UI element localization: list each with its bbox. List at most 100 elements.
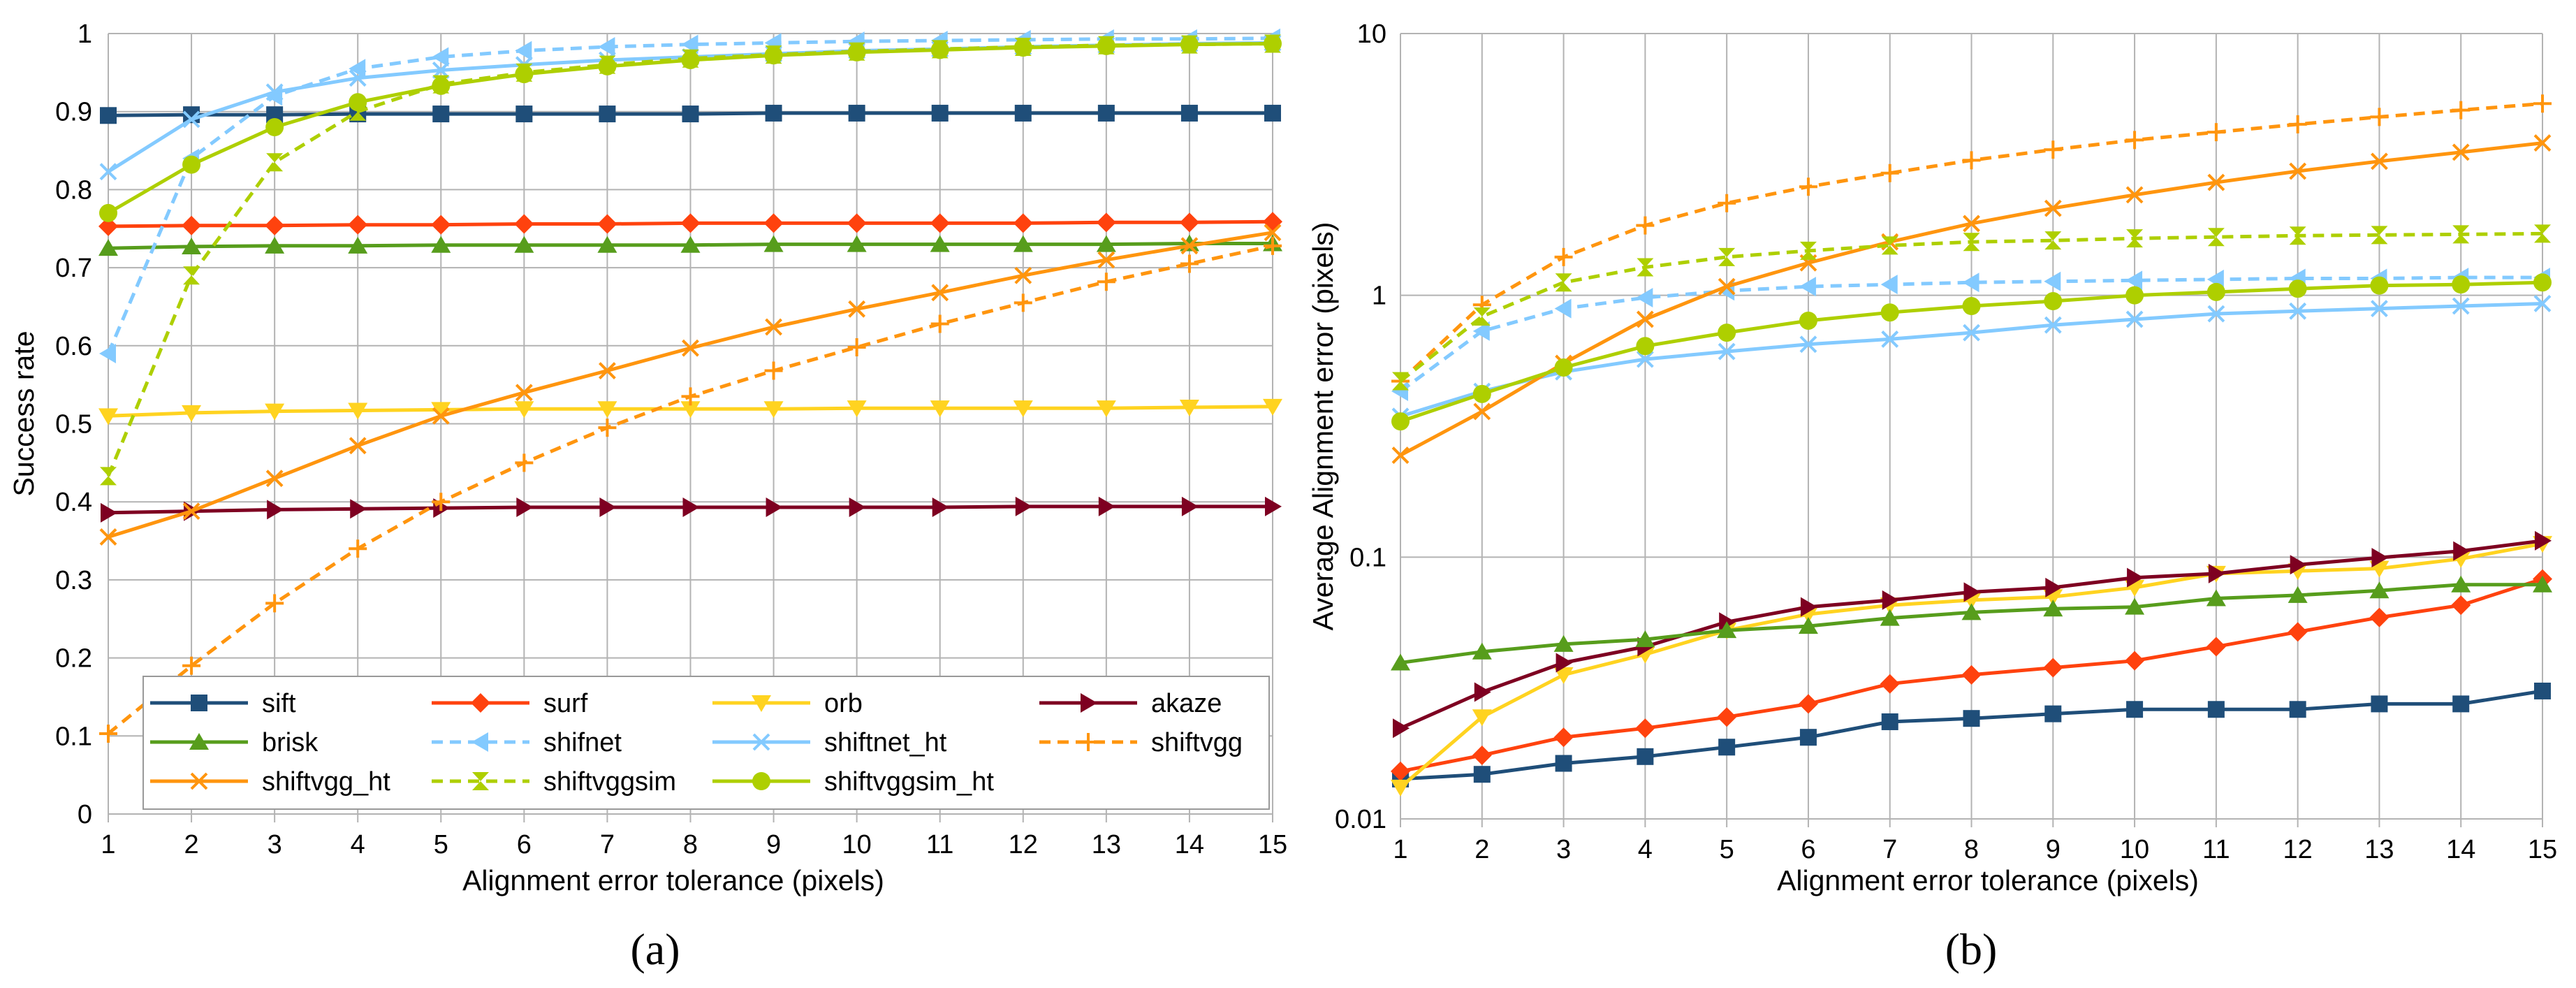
data-point-shiftvgg [182, 656, 201, 675]
legend-item-orb: orb [712, 689, 863, 718]
data-point-shiftnet_ht [1963, 324, 1980, 342]
data-point-shiftnet_ht [2533, 295, 2552, 312]
data-point-sift [765, 104, 782, 122]
y-tick-label: 0 [78, 800, 92, 829]
data-point-shiftvgg_ht [515, 384, 533, 402]
data-point-shiftvggsim_ht [2207, 282, 2225, 301]
data-point-sift [2371, 695, 2388, 713]
data-point-brisk [2288, 586, 2308, 603]
data-point-shiftvgg [2370, 108, 2389, 126]
data-point-sift [1963, 710, 1980, 727]
data-point-shiftvggsim_ht [515, 65, 534, 84]
data-point-shiftvgg_ht [1097, 251, 1115, 269]
legend-swatch-marker [471, 732, 488, 752]
legend-item-shiftvgg: shiftvgg [1039, 728, 1243, 757]
data-point-akaze [1265, 496, 1282, 516]
data-point-brisk [1472, 642, 1492, 660]
data-point-shiftvggsim_ht [2125, 286, 2144, 305]
data-point-shiftnet_ht [1799, 335, 1817, 354]
series-a [98, 28, 1282, 743]
data-point-surf [2451, 595, 2471, 616]
data-point-shiftvggsim [1392, 372, 1409, 391]
data-point-shiftvgg_ht [2452, 143, 2470, 161]
data-point-brisk [1961, 603, 1982, 620]
data-point-akaze [932, 497, 949, 518]
data-point-sift [1881, 713, 1898, 730]
data-point-shiftvggsim_ht [2452, 275, 2471, 294]
data-point-orb [1263, 398, 1282, 416]
y-axis-label-a: Success rate [8, 331, 40, 497]
legend-swatch-marker [1081, 693, 1097, 713]
data-point-shiftvgg [681, 387, 700, 406]
data-point-shiftvggsim [2534, 224, 2551, 243]
data-point-shiftvgg [930, 314, 949, 333]
data-point-shiftnet_ht [2207, 305, 2225, 323]
legend-swatch-marker [752, 695, 771, 712]
data-point-brisk [1391, 653, 1410, 671]
data-point-brisk [680, 235, 701, 253]
data-point-surf [1553, 727, 1574, 748]
x-tick-label: 8 [683, 830, 698, 859]
x-tick-label: 11 [926, 830, 953, 859]
data-point-shiftvggsim [1555, 273, 1572, 292]
data-point-shiftvggsim_ht [1264, 34, 1282, 53]
x-axis-label-a: Alignment error tolerance (pixels) [462, 864, 884, 896]
x-tick-label: 1 [1393, 835, 1407, 864]
x-tick-label: 7 [1882, 835, 1897, 864]
legend-swatch-marker [189, 733, 209, 750]
data-point-orb [1179, 400, 1199, 417]
legend-label: orb [824, 689, 863, 718]
data-point-akaze [1015, 496, 1032, 516]
data-point-shiftvgg [1554, 247, 1573, 266]
data-point-shiftvgg [99, 724, 117, 743]
data-point-sift [2289, 701, 2306, 718]
data-point-shiftvggsim_ht [2044, 292, 2063, 311]
x-tick-label: 14 [2446, 835, 2475, 864]
data-point-surf [2125, 651, 2145, 671]
data-point-orb [265, 403, 285, 421]
data-point-orb [1013, 400, 1033, 418]
data-point-surf [514, 214, 534, 234]
data-point-akaze [1882, 590, 1899, 610]
x-tick-label: 4 [351, 830, 365, 859]
x-tick-label: 5 [434, 830, 448, 859]
data-point-shifnet [1880, 275, 1898, 295]
legend-label: surf [543, 689, 588, 718]
data-point-shiftvggsim [2207, 228, 2225, 247]
data-point-sift [2126, 701, 2144, 718]
data-point-shiftvgg_ht [1391, 446, 1410, 464]
data-point-shiftvgg [2452, 101, 2471, 119]
x-tick-label: 1 [101, 830, 115, 859]
data-point-surf [2043, 658, 2063, 678]
legend-label: sift [262, 689, 296, 718]
y-tick-label: 0.2 [55, 644, 92, 674]
data-point-shiftvgg_ht [2207, 173, 2225, 191]
data-point-shiftvgg [432, 493, 451, 511]
data-point-shiftvggsim_ht [1472, 384, 1491, 403]
data-point-shiftvggsim_ht [1554, 358, 1573, 377]
data-point-shiftvggsim [100, 467, 117, 486]
legend-label: shiftvgg_ht [262, 767, 390, 797]
legend-label: shifnet [543, 728, 622, 757]
data-point-akaze [1393, 718, 1410, 739]
data-point-shifnet [681, 34, 698, 55]
data-point-shiftvggsim [183, 266, 200, 285]
data-point-surf [680, 213, 701, 233]
data-point-shiftnet_ht [2044, 316, 2062, 334]
data-point-orb [847, 400, 867, 418]
data-point-akaze [516, 497, 534, 518]
data-point-surf [2206, 637, 2226, 657]
data-point-shifnet [432, 47, 449, 67]
data-point-shiftvggsim_ht [598, 57, 617, 75]
series-shiftvgg [99, 236, 1282, 743]
data-point-shiftvgg_ht [1014, 266, 1032, 284]
data-point-sift [848, 104, 865, 122]
series-surf [98, 212, 1282, 236]
data-point-shiftvgg_ht [931, 284, 949, 302]
legend-item-shifnet: shifnet [432, 728, 622, 757]
data-point-shiftvggsim_ht [1962, 297, 1981, 316]
y-tick-label: 1 [78, 20, 92, 49]
data-point-sift [100, 107, 117, 124]
